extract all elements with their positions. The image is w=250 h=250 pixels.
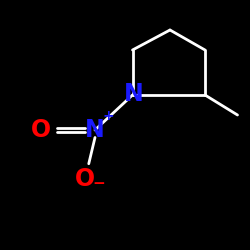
Text: N: N	[85, 118, 105, 142]
Text: +: +	[103, 109, 115, 123]
Text: O: O	[31, 118, 51, 142]
Text: −: −	[92, 176, 105, 191]
Text: N: N	[124, 82, 144, 106]
Text: O: O	[75, 167, 95, 191]
